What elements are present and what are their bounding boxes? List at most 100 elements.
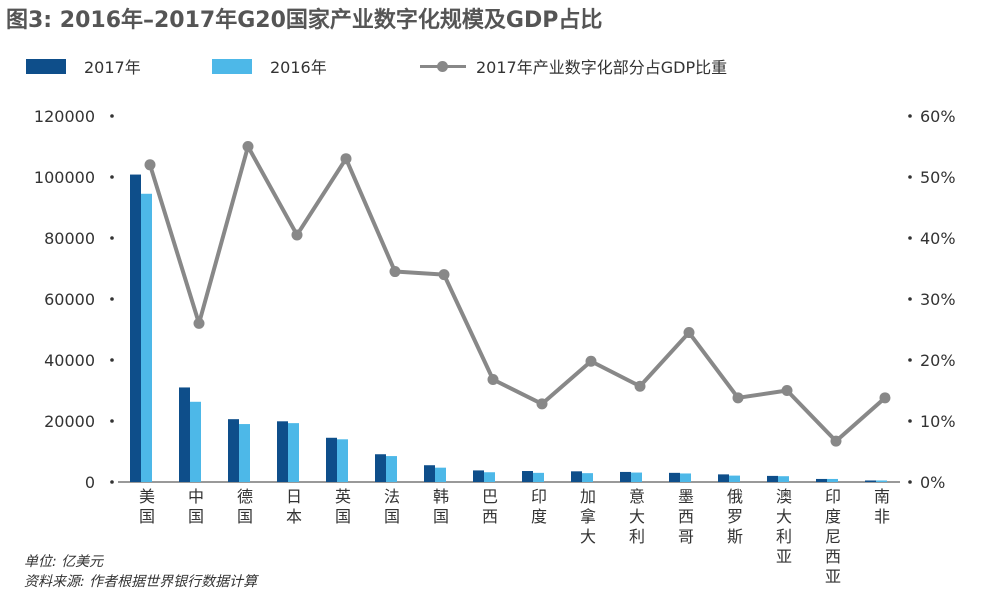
x-tick-label: 南非 — [874, 487, 890, 526]
x-tick-label: 墨西哥 — [678, 487, 694, 546]
legend-item-ratio: 2017年产业数字化部分占GDP比重 — [420, 54, 727, 78]
bar-2017 — [228, 419, 239, 482]
bar-2016 — [533, 472, 544, 482]
bar-2016 — [827, 478, 838, 482]
x-tick-label: 中国 — [188, 487, 204, 526]
x-tick-label: 意大利 — [629, 487, 645, 546]
x-tick-label: 巴西 — [482, 487, 498, 526]
bar-2017 — [130, 174, 141, 482]
y-right-tick-label: 50% — [920, 168, 956, 187]
bar-2016 — [337, 439, 348, 482]
legend-label-2016: 2016年 — [270, 58, 327, 77]
bar-2016 — [778, 476, 789, 482]
x-tick-label: 日本 — [286, 487, 302, 526]
ratio-point — [291, 229, 303, 241]
x-tick-label: 加拿大 — [580, 487, 596, 546]
bar-2016 — [239, 424, 250, 482]
ratio-point — [193, 317, 205, 329]
bar-2016 — [190, 401, 201, 482]
bar-2017 — [277, 421, 288, 482]
y-left-tick-label: 60000 — [44, 290, 95, 309]
bar-2017 — [424, 465, 435, 482]
legend-item-2016: 2016年 — [212, 54, 327, 78]
x-tick-label: 印度尼西亚 — [825, 487, 841, 586]
legend-swatch-ratio — [420, 58, 466, 74]
legend-label-2017: 2017年 — [84, 58, 141, 77]
ratio-point — [634, 380, 646, 392]
y-left-tick-mark — [110, 297, 114, 301]
y-right-tick-label: 60% — [920, 107, 956, 126]
bar-2017 — [571, 471, 582, 482]
bar-2017 — [179, 387, 190, 482]
bar-2016 — [288, 423, 299, 482]
bar-2016 — [729, 475, 740, 482]
bar-2017 — [522, 471, 533, 482]
ratio-point — [781, 385, 793, 396]
y-left-tick-label: 0 — [85, 473, 95, 492]
y-right-tick-mark — [908, 480, 912, 484]
bar-2016 — [141, 193, 152, 482]
legend-swatch-2017 — [26, 58, 66, 74]
y-left-tick-mark — [110, 175, 114, 179]
y-left-tick-mark — [110, 419, 114, 423]
y-left-tick-mark — [110, 236, 114, 240]
ratio-point — [144, 159, 156, 171]
y-right-tick-mark — [908, 236, 912, 240]
bar-2017 — [865, 480, 876, 482]
ratio-point — [438, 269, 450, 281]
bar-2016 — [484, 472, 495, 482]
legend-label-ratio: 2017年产业数字化部分占GDP比重 — [476, 58, 728, 77]
bar-2016 — [876, 480, 887, 482]
bar-2017 — [718, 474, 729, 482]
x-tick-label: 印度 — [531, 487, 547, 526]
y-right-tick-label: 30% — [920, 290, 956, 309]
bar-2017 — [473, 470, 484, 482]
y-left-tick-label: 80000 — [44, 229, 95, 248]
bar-2016 — [680, 473, 691, 482]
bar-2017 — [816, 478, 827, 482]
y-left-tick-label: 40000 — [44, 351, 95, 370]
y-right-tick-mark — [908, 114, 912, 118]
ratio-point — [683, 327, 695, 339]
bar-2016 — [631, 472, 642, 482]
y-right-tick-label: 20% — [920, 351, 956, 370]
x-tick-label: 澳大利亚 — [776, 487, 792, 566]
x-tick-label: 法国 — [384, 487, 400, 526]
bar-2016 — [386, 456, 397, 482]
x-tick-label: 美国 — [139, 487, 155, 526]
y-right-tick-mark — [908, 297, 912, 301]
bar-2017 — [669, 472, 680, 482]
ratio-point — [585, 355, 597, 367]
x-tick-label: 德国 — [237, 487, 253, 526]
ratio-point — [830, 435, 842, 447]
x-tick-label: 俄罗斯 — [727, 487, 743, 546]
ratio-point — [340, 153, 352, 165]
source-note: 资料来源: 作者根据世界银行数据计算 — [24, 574, 258, 590]
y-left-tick-label: 100000 — [34, 168, 95, 187]
bar-2016 — [435, 467, 446, 482]
chart-title: 图3: 2016年–2017年G20国家产业数字化规模及GDP占比 — [6, 8, 603, 33]
y-right-tick-label: 10% — [920, 412, 956, 431]
legend-item-2017: 2017年 — [26, 54, 141, 78]
unit-note: 单位: 亿美元 — [24, 554, 104, 570]
bar-2017 — [767, 475, 778, 482]
y-right-tick-mark — [908, 358, 912, 362]
y-right-tick-label: 40% — [920, 229, 956, 248]
bar-2017 — [375, 454, 386, 482]
y-right-tick-mark — [908, 419, 912, 423]
ratio-point — [242, 141, 254, 152]
y-left-tick-mark — [110, 480, 114, 484]
ratio-point — [879, 392, 891, 404]
y-right-tick-label: 0% — [920, 473, 945, 492]
ratio-point — [389, 266, 401, 278]
ratio-line — [148, 144, 887, 444]
y-right-tick-mark — [908, 175, 912, 179]
bar-2017 — [620, 471, 631, 482]
chart-legend: 2017年 2016年 2017年产业数字化部分占GDP比重 — [0, 54, 991, 78]
y-left-tick-mark — [110, 114, 114, 118]
ratio-point — [487, 374, 499, 386]
bar-2016 — [582, 473, 593, 482]
legend-swatch-2016 — [212, 58, 252, 74]
bar-2017 — [326, 437, 337, 482]
